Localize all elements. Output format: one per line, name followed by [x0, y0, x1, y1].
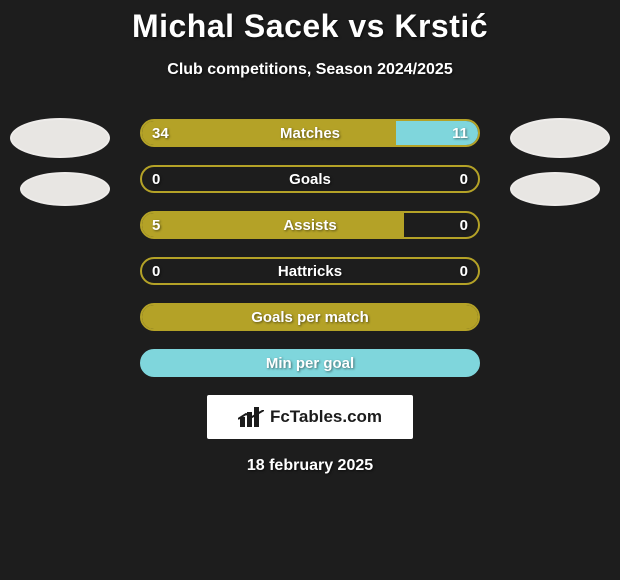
page-title: Michal Sacek vs Krstić — [0, 8, 620, 45]
stat-bar-left — [142, 305, 478, 329]
avatar-right-club — [510, 172, 600, 206]
page-subtitle: Club competitions, Season 2024/2025 — [0, 61, 620, 79]
stat-bar-left — [142, 121, 396, 145]
stat-bar-track — [140, 257, 480, 285]
brand-badge: FcTables.com — [207, 395, 413, 439]
stat-row: Matches3411 — [140, 119, 480, 147]
stat-bar-track — [140, 349, 480, 377]
stat-bar-track — [140, 165, 480, 193]
stat-bar-left — [142, 213, 404, 237]
stat-row: Goals per match — [140, 303, 480, 331]
avatar-left-club — [20, 172, 110, 206]
stat-row: Hattricks00 — [140, 257, 480, 285]
brand-text: FcTables.com — [270, 407, 382, 427]
brand-bars-icon — [238, 407, 264, 427]
comparison-infographic: Michal Sacek vs Krstić Club competitions… — [0, 0, 620, 580]
stat-bar-right — [396, 121, 478, 145]
stat-bar-track — [140, 119, 480, 147]
brand-trend-icon — [238, 410, 264, 420]
stat-row: Goals00 — [140, 165, 480, 193]
stat-bar-track — [140, 303, 480, 331]
stat-bar-track — [140, 211, 480, 239]
avatar-left-player — [10, 118, 110, 158]
footer-date: 18 february 2025 — [0, 457, 620, 475]
stat-rows: Matches3411 Goals00 Assists50 Hattricks00 Go… — [140, 119, 480, 377]
stat-row: Min per goal — [140, 349, 480, 377]
stat-row: Assists50 — [140, 211, 480, 239]
avatar-right-player — [510, 118, 610, 158]
